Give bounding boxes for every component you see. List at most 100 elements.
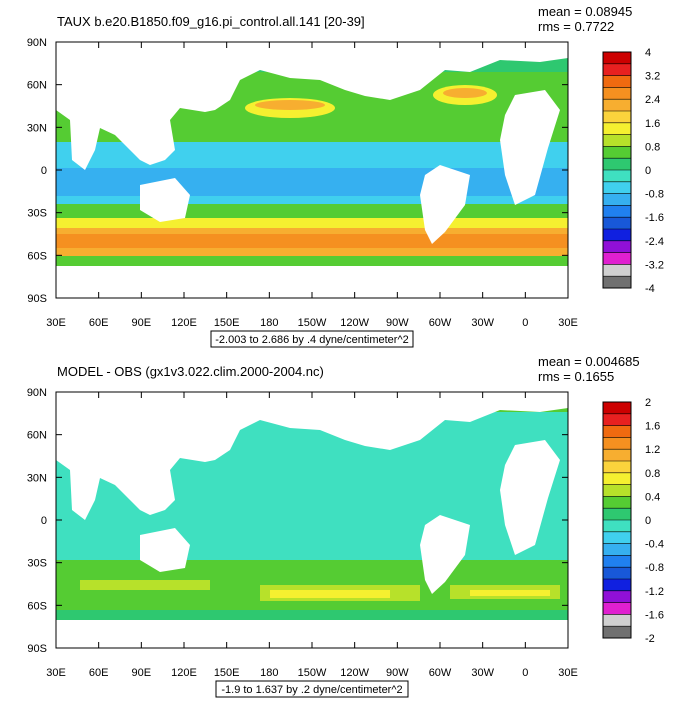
colorbar-label: 0.8 [645,468,660,480]
colorbar-label: -3.2 [645,259,664,271]
colorbar-label: 1.6 [645,118,660,130]
x-tick-label: 120E [171,317,197,329]
x-tick-label: 120W [340,667,369,679]
x-tick-label: 150E [214,317,240,329]
x-tick-label: 0 [522,317,528,329]
colorbar-swatch [603,567,631,580]
x-tick-label: 120W [340,317,369,329]
colorbar-swatch [603,555,631,568]
colorbar-swatch [603,484,631,497]
colorbar-swatch [603,99,631,112]
colorbar-swatch [603,111,631,124]
colorbar-label: 3.2 [645,71,660,83]
colorbar-label: -2.4 [645,236,664,248]
axis-ticks: 30E 60E 90E 120E 150E 180 150W 120W 90W 60W 30W 0 30… [27,387,578,679]
colorbar-label: 1.6 [645,421,660,433]
colorbar-label: -0.8 [645,562,664,574]
x-tick-label: 60E [89,317,109,329]
colorbar-swatch [603,496,631,509]
colorbar-swatch [603,614,631,627]
x-tick-label: 30E [558,667,578,679]
colorbar-label: -0.8 [645,189,664,201]
colorbar-label: -1.6 [645,609,664,621]
y-tick-label: 60S [27,250,47,262]
x-tick-label: 90W [386,317,409,329]
y-tick-label: 90S [27,293,47,305]
colorbar-label: 4 [645,47,651,59]
colorbar-label: 0.4 [645,491,660,503]
colorbar-swatch [603,193,631,206]
x-tick-label: 30E [46,667,66,679]
colorbar-swatch [603,461,631,474]
rms-label: rms = 0.7722 [538,19,614,34]
mean-label: mean = 0.004685 [538,354,640,369]
colorbar-swatch [603,52,631,65]
map-field [56,392,568,648]
colorbar-swatch [603,602,631,615]
colorbar-swatch [603,520,631,533]
mean-label: mean = 0.08945 [538,4,632,19]
x-tick-label: 150E [214,667,240,679]
colorbar-swatch [603,75,631,88]
colorbar-swatch [603,146,631,159]
x-tick-label: 30E [46,317,66,329]
y-tick-label: 30S [27,208,47,220]
colorbar-label: 2.4 [645,94,660,106]
colorbar-label: -4 [645,283,655,295]
y-tick-label: 90N [27,387,47,399]
colorbar-swatch [603,63,631,76]
chart-panel-bottom: MODEL - OBS (gx1v3.022.clim.2000-2004.nc… [0,350,700,700]
colorbar-swatch [603,264,631,277]
chart-title: TAUX b.e20.B1850.f09_g16.pi_control.all.… [57,14,365,29]
colorbar-swatch [603,276,631,289]
colorbar-swatch [603,402,631,415]
x-tick-label: 90E [132,317,152,329]
colorbar-swatch [603,217,631,230]
colorbar-swatch [603,134,631,147]
colorbar-swatch [603,87,631,100]
chart-svg-top: TAUX b.e20.B1850.f09_g16.pi_control.all.… [27,4,664,348]
chart-panel-top: TAUX b.e20.B1850.f09_g16.pi_control.all.… [0,0,700,350]
y-tick-label: 30S [27,558,47,570]
y-tick-label: 60N [27,80,47,92]
colorbar-label: 0 [645,515,651,527]
colorbar-swatch [603,543,631,556]
x-tick-label: 30W [471,317,494,329]
colorbar-swatch [603,449,631,462]
axis-ticks: 30E 60E 90E 120E 150E 180 150W 120W 90W 60W 30W 0 30… [27,37,578,329]
x-tick-label: 180 [260,317,278,329]
range-label: -2.003 to 2.686 by .4 dyne/centimeter^2 [215,334,409,346]
range-label-box [215,680,409,698]
chart-svg-bottom: MODEL - OBS (gx1v3.022.clim.2000-2004.nc… [27,354,664,698]
x-tick-label: 30E [558,317,578,329]
colorbar-swatch [603,413,631,426]
colorbar-label: 0.8 [645,141,660,153]
x-tick-label: 0 [522,667,528,679]
y-tick-label: 30N [27,472,47,484]
y-tick-label: 30N [27,122,47,134]
colorbar-swatch [603,472,631,485]
colorbar-frame [602,401,632,639]
range-label-box [210,330,414,348]
colorbar-swatch [603,590,631,603]
y-tick-label: 90N [27,37,47,49]
colorbar-swatch [603,170,631,183]
colorbar-swatch [603,240,631,253]
colorbar-swatch [603,229,631,242]
colorbar: 2 1.6 1.2 0.8 0.4 0 -0.4 -0.8 -1.2 -1.6 -2 [602,397,664,645]
map-field [56,42,568,298]
colorbar-swatch [603,122,631,135]
x-tick-label: 60W [429,667,452,679]
colorbar-swatch [603,437,631,450]
range-label: -1.9 to 1.637 by .2 dyne/centimeter^2 [221,684,402,696]
colorbar-swatch [603,181,631,194]
x-tick-label: 180 [260,667,278,679]
x-tick-label: 30W [471,667,494,679]
y-tick-label: 60N [27,430,47,442]
y-tick-label: 0 [41,515,47,527]
x-tick-label: 150W [298,317,327,329]
colorbar-swatch [603,252,631,265]
colorbar-label: 0 [645,165,651,177]
x-tick-label: 60E [89,667,109,679]
colorbar-label: 1.2 [645,444,660,456]
